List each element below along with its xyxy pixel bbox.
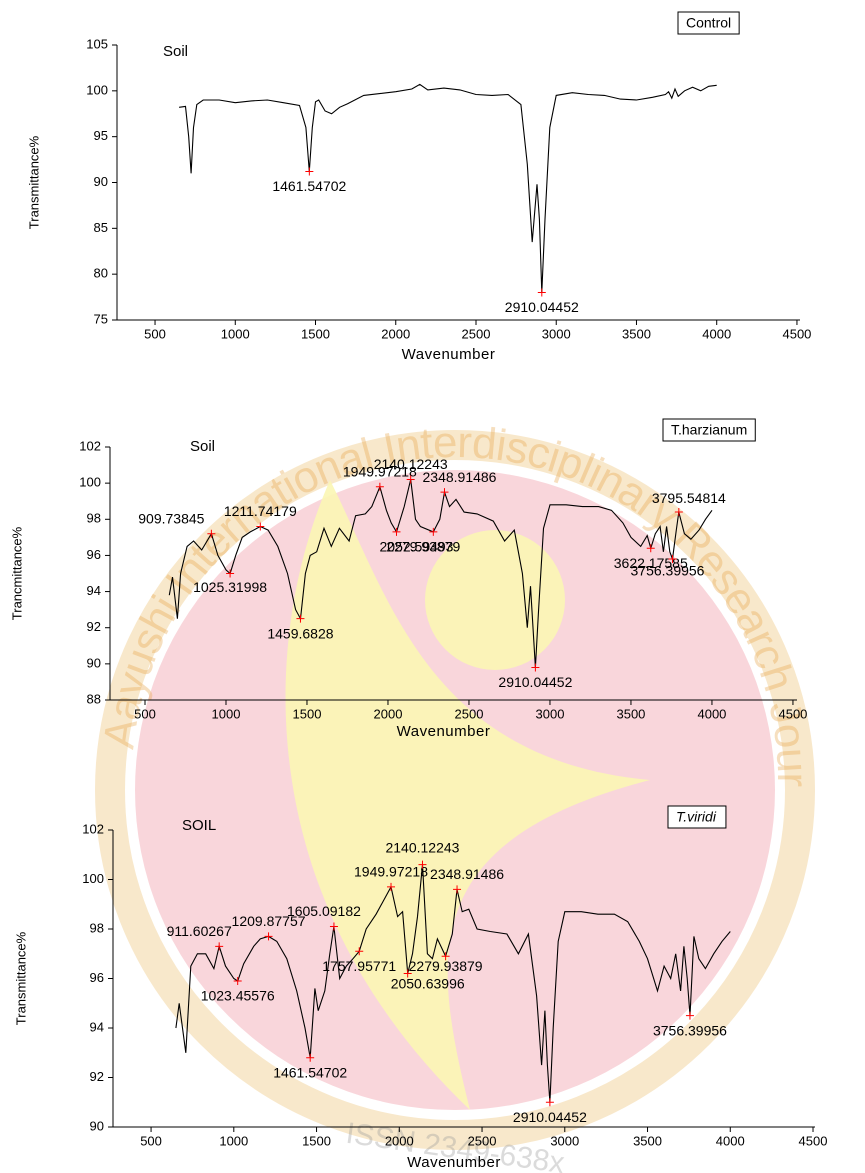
peak-label: 909.73845 [138, 510, 204, 526]
y-tick-label: 92 [87, 619, 101, 634]
y-tick-label: 80 [94, 266, 108, 281]
x-tick-label: 3500 [622, 326, 651, 341]
x-tick-label: 1000 [212, 706, 241, 721]
x-tick-label: 4500 [782, 326, 811, 341]
peak-label: 2910.04452 [513, 1109, 587, 1125]
peak-label: 1461.54702 [272, 178, 346, 194]
peak-label: 2050.63996 [391, 975, 465, 991]
peak-label: 911.60267 [167, 923, 232, 939]
x-tick-label: 3000 [536, 706, 565, 721]
chart-title: Control [686, 15, 731, 31]
y-tick-label: 98 [90, 920, 104, 935]
x-tick-label: 2000 [385, 1133, 414, 1148]
x-tick-label: 2500 [455, 706, 484, 721]
x-axis-label: Wavenumber [402, 346, 496, 363]
peak-marker [305, 168, 313, 176]
y-tick-label: 96 [90, 970, 104, 985]
x-tick-label: 4000 [697, 706, 726, 721]
peak-label: 1211.74179 [224, 503, 297, 519]
y-tick-label: 85 [94, 220, 108, 235]
y-tick-label: 94 [87, 583, 101, 598]
peak-label: 2348.91486 [423, 469, 497, 485]
y-tick-label: 100 [86, 82, 108, 97]
x-tick-label: 2500 [468, 1133, 497, 1148]
y-tick-label: 102 [82, 821, 104, 836]
x-tick-label: 2000 [381, 326, 410, 341]
watermark: Aayushi International Interdisciplinary … [0, 0, 817, 1173]
y-tick-label: 88 [87, 691, 101, 706]
y-tick-label: 95 [94, 128, 108, 143]
peak-label: 3756.39956 [631, 563, 705, 579]
x-tick-label: 4500 [799, 1133, 828, 1148]
chart-panel: 75 80 85 90 95 100 105 500 1000 1500 2000 2500 3000 3… [26, 12, 811, 363]
subtitle: SOIL [182, 817, 216, 834]
peak-label: 1757.95771 [322, 958, 396, 974]
subtitle: Soil [163, 43, 188, 60]
x-tick-label: 3500 [633, 1133, 662, 1148]
x-tick-label: 1500 [301, 326, 330, 341]
x-tick-label: 4000 [716, 1133, 745, 1148]
peak-label: 1023.45576 [201, 988, 275, 1004]
peak-label: 2279.93879 [386, 539, 460, 555]
y-axis-label: Transmittance% [13, 931, 28, 1025]
x-tick-label: 3000 [542, 326, 571, 341]
peak-label: 1025.31998 [193, 579, 267, 595]
x-tick-label: 1500 [293, 706, 322, 721]
chart-title: T.viridi [676, 809, 717, 825]
y-tick-label: 102 [79, 438, 101, 453]
y-tick-label: 90 [94, 174, 108, 189]
peak-label: 2910.04452 [505, 299, 579, 315]
x-tick-label: 4000 [702, 326, 731, 341]
y-tick-label: 100 [79, 475, 101, 490]
peak-label: 3756.39956 [653, 1022, 727, 1038]
y-axis-label: Trancmittance% [9, 526, 24, 620]
y-tick-label: 90 [87, 655, 101, 670]
x-tick-label: 1500 [302, 1133, 331, 1148]
x-tick-label: 3500 [616, 706, 645, 721]
peak-marker [546, 1098, 554, 1106]
peak-label: 2348.91486 [430, 866, 504, 882]
y-tick-label: 100 [82, 871, 104, 886]
y-tick-label: 92 [90, 1069, 104, 1084]
peak-label: 1949.97218 [354, 864, 428, 880]
peak-label: 1461.54702 [273, 1064, 347, 1080]
x-tick-label: 1000 [221, 326, 250, 341]
x-tick-label: 500 [134, 706, 156, 721]
subtitle: Soil [190, 438, 215, 455]
x-axis-label: Wavenumber [397, 723, 491, 740]
x-tick-label: 3000 [550, 1133, 579, 1148]
x-tick-label: 4500 [778, 706, 807, 721]
x-tick-label: 2500 [462, 326, 491, 341]
x-axis-label: Wavenumber [407, 1154, 501, 1171]
peak-label: 1459.6828 [267, 625, 333, 641]
x-tick-label: 500 [144, 326, 166, 341]
spectrum-line [179, 84, 717, 292]
y-axis-label: Transmittance% [26, 135, 41, 229]
peak-marker [686, 1012, 694, 1020]
chart-title: T.harzianum [671, 422, 747, 438]
y-tick-label: 105 [86, 36, 108, 51]
y-tick-label: 94 [90, 1019, 104, 1034]
peak-label: 2910.04452 [498, 674, 572, 690]
peak-label: 1605.09182 [287, 903, 361, 919]
x-tick-label: 2000 [374, 706, 403, 721]
y-tick-label: 90 [90, 1118, 104, 1133]
y-tick-label: 75 [94, 311, 108, 326]
y-tick-label: 96 [87, 547, 101, 562]
peak-label: 3795.54814 [652, 490, 726, 506]
peak-label: 2140.12243 [385, 839, 459, 855]
peak-label: 2279.93879 [409, 958, 483, 974]
x-tick-label: 500 [140, 1133, 162, 1148]
y-tick-label: 98 [87, 511, 101, 526]
x-tick-label: 1000 [219, 1133, 248, 1148]
peak-marker [538, 289, 546, 297]
page: Aayushi International Interdisciplinary … [0, 0, 865, 1173]
